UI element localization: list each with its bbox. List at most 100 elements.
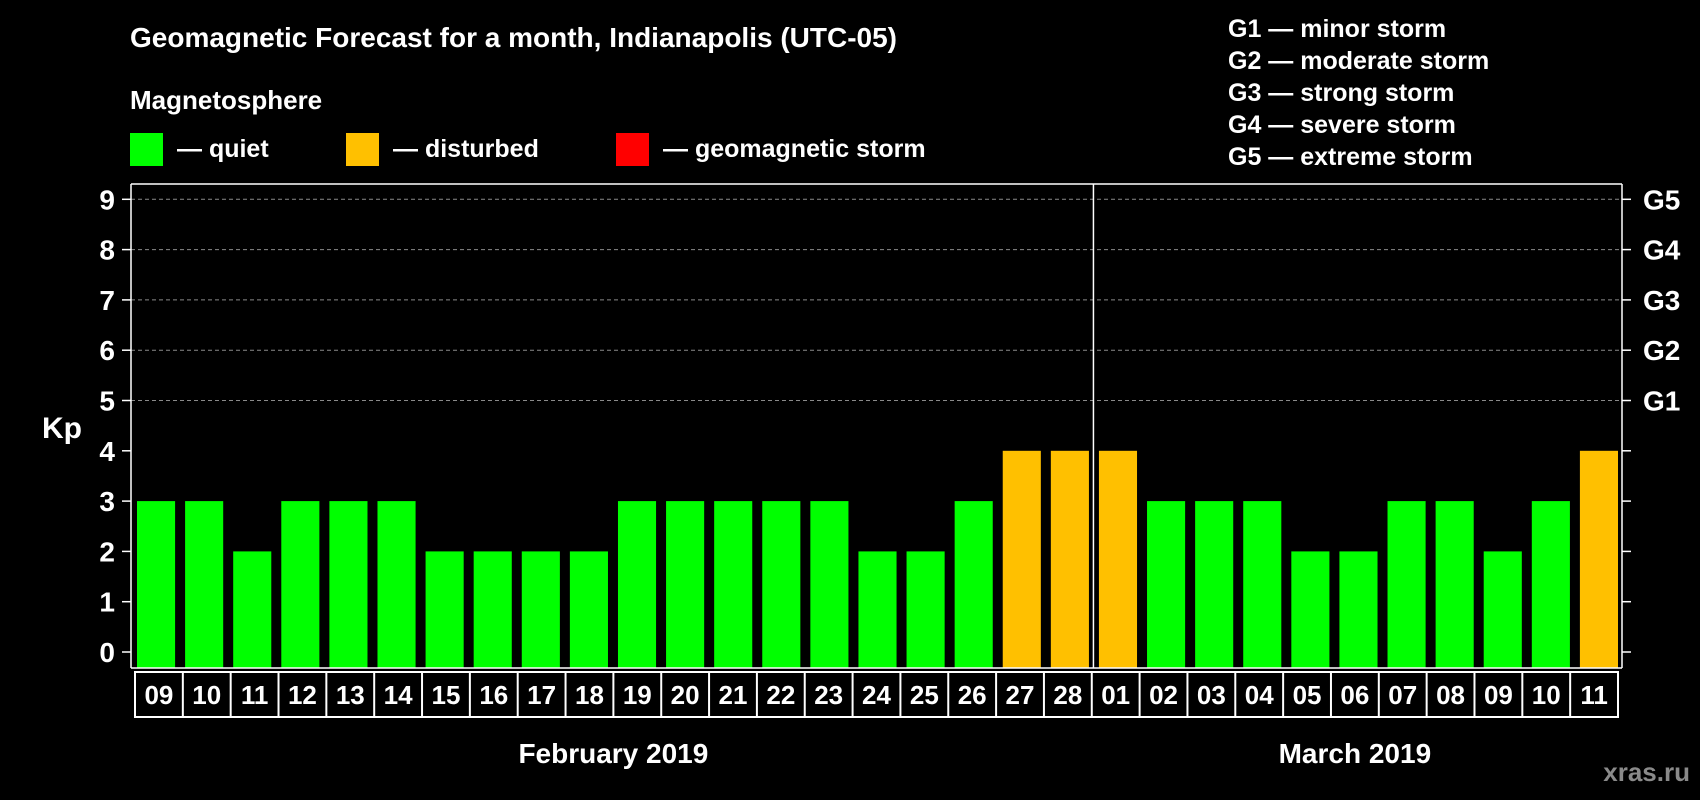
x-tick-label: 26 <box>958 680 987 710</box>
y-tick-label: 3 <box>99 486 115 517</box>
bar <box>1579 450 1618 668</box>
x-tick-label: 11 <box>241 680 269 710</box>
x-tick-label: 21 <box>719 680 748 710</box>
bar <box>1435 501 1474 668</box>
bar <box>473 551 512 668</box>
x-tick-label: 15 <box>431 680 460 710</box>
x-tick-label: 04 <box>1245 680 1274 710</box>
bar <box>1339 551 1378 668</box>
bar <box>377 501 416 668</box>
bar <box>329 501 368 668</box>
legend-label: — geomagnetic storm <box>663 135 926 163</box>
legend-swatch <box>346 133 379 166</box>
x-tick-label: 12 <box>288 680 317 710</box>
grid-lines <box>131 198 1622 401</box>
x-tick-label: 13 <box>336 680 365 710</box>
bar <box>762 501 801 668</box>
bars <box>137 450 1618 668</box>
bar <box>1002 450 1041 668</box>
x-tick-label: 01 <box>1101 680 1130 710</box>
bar <box>425 551 464 668</box>
legend-label: — quiet <box>177 135 269 163</box>
bar <box>1291 551 1330 668</box>
bar <box>954 501 993 668</box>
y-tick-label: 9 <box>99 184 115 215</box>
bar <box>1098 450 1138 668</box>
x-tick-label: 16 <box>479 680 508 710</box>
x-tick-label: 23 <box>814 680 843 710</box>
bar <box>1483 551 1522 668</box>
bar <box>1243 501 1282 668</box>
month-label: March 2019 <box>1279 738 1432 769</box>
bar <box>906 551 945 668</box>
y-tick-label: 2 <box>99 536 115 567</box>
y-tick-label: 5 <box>99 386 115 417</box>
bar <box>233 551 272 668</box>
bar <box>666 501 705 668</box>
bar <box>810 501 849 668</box>
x-tick-label: 22 <box>766 680 795 710</box>
bar <box>1195 501 1234 668</box>
x-tick-label: 25 <box>910 680 939 710</box>
x-tick-label: 20 <box>671 680 700 710</box>
bar <box>569 551 608 668</box>
bar <box>137 501 176 668</box>
x-tick-label: 08 <box>1436 680 1465 710</box>
bar <box>1387 501 1426 668</box>
bar <box>714 501 753 668</box>
x-tick-label: 28 <box>1053 680 1082 710</box>
legend-label: — disturbed <box>393 135 539 163</box>
bar <box>281 501 320 668</box>
y-tick-label: 1 <box>99 587 115 618</box>
x-tick-label: 14 <box>384 680 413 710</box>
bar <box>521 551 560 668</box>
bar <box>1531 501 1570 668</box>
y-tick-label: 7 <box>99 285 115 316</box>
storm-level-label: G4 <box>1643 235 1681 266</box>
bar <box>858 551 897 668</box>
y-tick-label: 4 <box>99 436 115 467</box>
storm-scale-legend: G1 — minor storm G2 — moderate storm G3 — … <box>1228 15 1489 171</box>
storm-scale-item: G3 — strong storm <box>1228 79 1454 107</box>
x-tick-label: 27 <box>1006 680 1035 710</box>
bar <box>617 501 657 668</box>
watermark: xras.ru <box>1603 757 1690 787</box>
x-tick-label: 09 <box>144 680 173 710</box>
bar <box>1147 501 1186 668</box>
x-tick-label: 10 <box>1532 680 1561 710</box>
storm-level-label: G3 <box>1643 285 1680 316</box>
month-label: February 2019 <box>518 738 708 769</box>
legend-swatch <box>616 133 649 166</box>
legend-heading: Magnetosphere <box>130 85 322 115</box>
chart-title: Geomagnetic Forecast for a month, Indian… <box>130 22 897 53</box>
storm-scale-item: G4 — severe storm <box>1228 111 1456 139</box>
y-tick-label: 6 <box>99 335 115 366</box>
x-tick-label: 11 <box>1580 680 1608 710</box>
x-tick-label: 05 <box>1293 680 1322 710</box>
x-tick-label: 09 <box>1484 680 1513 710</box>
y-axis-label: Kp <box>42 412 82 445</box>
axes: 0 1 2 3 4 5 6 7 8 9 G1 G2 G3 G4 G5 <box>99 183 1681 669</box>
x-axis-box <box>134 671 1619 718</box>
storm-scale-item: G2 — moderate storm <box>1228 47 1489 75</box>
storm-level-label: G1 <box>1643 386 1680 417</box>
x-tick-label: 17 <box>527 680 556 710</box>
storm-scale-item: G5 — extreme storm <box>1228 143 1473 171</box>
legend-swatch <box>130 133 163 166</box>
x-tick-label: 19 <box>623 680 652 710</box>
x-tick-label: 10 <box>192 680 221 710</box>
storm-level-label: G5 <box>1643 184 1680 215</box>
x-tick-label: 02 <box>1149 680 1178 710</box>
bar <box>185 501 224 668</box>
x-tick-label: 03 <box>1197 680 1226 710</box>
x-tick-label: 06 <box>1340 680 1369 710</box>
x-axis: 09 10 11 12 13 14 15 16 17 18 19 20 21 22 23 24 25 26 27 28… <box>134 671 1619 769</box>
x-tick-label: 18 <box>575 680 604 710</box>
bar <box>1050 450 1089 668</box>
y-tick-label: 0 <box>99 637 115 668</box>
y-tick-label: 8 <box>99 235 115 266</box>
x-tick-label: 24 <box>862 680 891 710</box>
storm-scale-item: G1 — minor storm <box>1228 15 1446 43</box>
storm-level-label: G2 <box>1643 335 1680 366</box>
